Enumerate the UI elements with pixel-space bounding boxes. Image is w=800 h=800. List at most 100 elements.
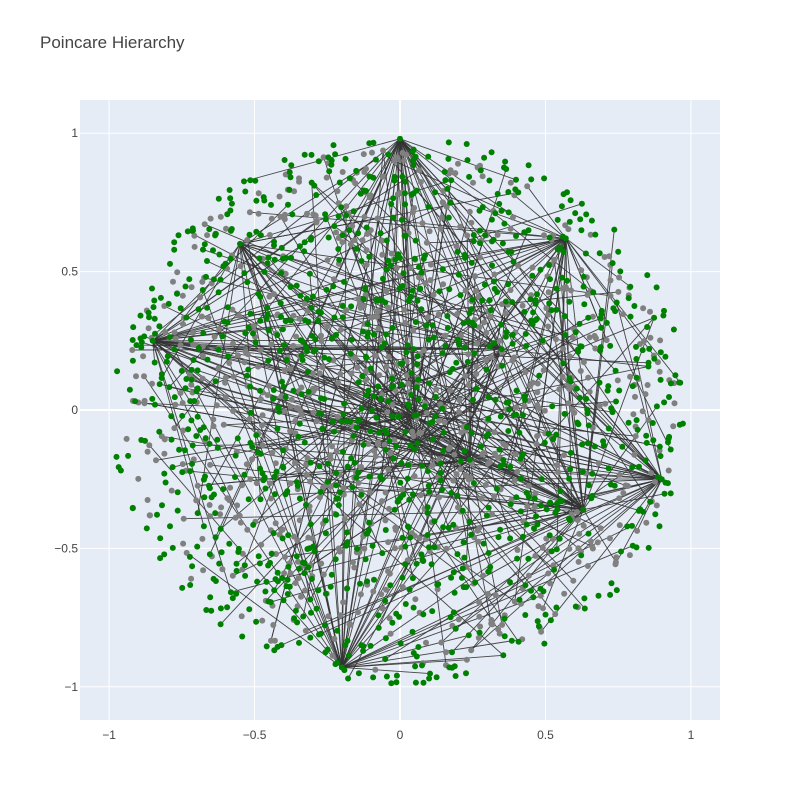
green-point [634, 426, 641, 433]
green-point [554, 500, 560, 507]
green-point [287, 174, 294, 181]
green-point [218, 549, 225, 556]
green-point [460, 584, 467, 591]
green-point [450, 609, 457, 616]
gray-point [545, 323, 552, 330]
green-point [288, 162, 295, 169]
green-point [487, 307, 494, 314]
green-point [414, 297, 421, 304]
gray-point [171, 329, 178, 336]
green-point [113, 453, 120, 460]
gray-point [399, 149, 406, 156]
green-point [499, 362, 506, 369]
green-point [469, 319, 476, 326]
gray-point [534, 433, 541, 440]
gray-point [627, 373, 634, 380]
edge [455, 478, 663, 630]
green-point [430, 436, 436, 443]
gray-point [568, 511, 575, 518]
green-point [265, 598, 272, 605]
green-point [656, 443, 663, 450]
gray-point [457, 223, 464, 230]
gray-point [190, 456, 197, 463]
gray-point [387, 450, 394, 457]
gray-point [477, 623, 484, 630]
green-point [216, 560, 223, 567]
green-point [541, 175, 548, 182]
green-point [285, 532, 292, 539]
green-point [676, 379, 683, 386]
gray-point [272, 460, 279, 467]
green-point [465, 632, 472, 639]
green-point [271, 587, 278, 594]
green-point [174, 489, 181, 496]
edge [399, 138, 511, 539]
gray-point [473, 363, 480, 370]
gray-point [216, 326, 223, 332]
gray-point [340, 599, 347, 606]
green-point [353, 474, 360, 481]
green-point [187, 582, 194, 588]
green-point [520, 412, 526, 419]
green-point [629, 383, 636, 390]
gray-point [191, 232, 198, 239]
green-point [386, 438, 393, 444]
green-point [317, 489, 324, 495]
green-point [422, 252, 428, 259]
green-point [505, 428, 512, 434]
gray-point [361, 545, 368, 552]
green-point [301, 239, 308, 246]
gray-point [656, 368, 663, 375]
gray-point [441, 419, 448, 426]
green-point [378, 344, 385, 351]
gray-point [486, 459, 493, 466]
gray-point [545, 311, 552, 318]
green-point [335, 213, 342, 220]
edge [232, 343, 343, 668]
green-point [217, 276, 224, 283]
gray-point [450, 477, 457, 484]
green-point [253, 432, 260, 439]
gray-point [383, 288, 390, 295]
green-point [426, 675, 433, 682]
green-point [284, 591, 291, 597]
gray-point [199, 535, 206, 542]
green-point [372, 296, 379, 303]
green-point [470, 238, 477, 245]
gray-point [416, 535, 423, 542]
green-point [188, 417, 195, 424]
green-point [211, 491, 217, 498]
green-point [627, 313, 634, 320]
green-point [523, 521, 530, 528]
green-point [505, 189, 512, 195]
green-point [353, 424, 360, 431]
green-point [126, 386, 133, 393]
green-point [464, 157, 471, 164]
green-point [264, 260, 271, 267]
gray-point [383, 363, 390, 370]
gray-point [259, 442, 266, 449]
gray-point [616, 274, 623, 281]
green-point [347, 418, 354, 425]
green-point [553, 604, 560, 611]
gray-point [358, 463, 365, 470]
gray-point [389, 401, 396, 408]
green-point [224, 211, 231, 218]
green-point [468, 531, 475, 538]
green-point [263, 643, 270, 650]
green-point [200, 246, 206, 253]
gray-point [337, 371, 344, 377]
gray-point [416, 430, 423, 437]
green-point [494, 289, 501, 295]
green-point [184, 228, 191, 235]
green-point [507, 501, 514, 508]
green-point [402, 201, 409, 208]
gray-point [161, 450, 168, 457]
green-point [437, 469, 444, 476]
green-point [255, 553, 262, 560]
hub-point [562, 235, 569, 242]
gray-point [620, 311, 627, 318]
green-point [296, 243, 303, 250]
gray-point [355, 609, 361, 616]
green-point [171, 394, 178, 401]
